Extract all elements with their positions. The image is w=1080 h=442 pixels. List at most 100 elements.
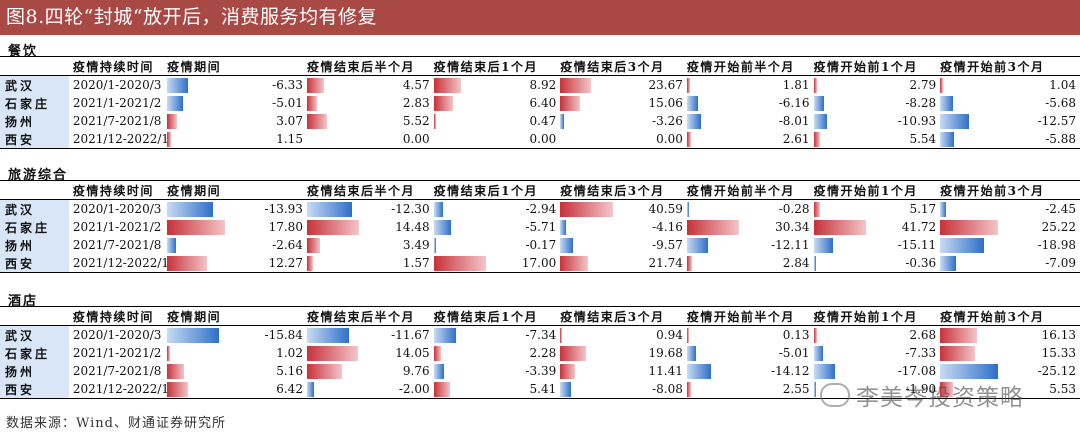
table-row: 扬州 2021/7-2021/8 3.07 5.52 0.47 -3.26 -8.01 -10… xyxy=(0,112,1080,130)
value-number: -1.90 xyxy=(905,382,937,396)
value-cell: 2.84 xyxy=(686,254,814,273)
value-number: -2.45 xyxy=(1045,202,1076,216)
section-title: 酒店 xyxy=(8,294,39,309)
value-number: -9.57 xyxy=(652,238,683,252)
value-cell: -3.39 xyxy=(433,362,561,380)
data-bar xyxy=(167,364,184,379)
table-row: 石家庄 2021/1-2021/2 17.80 14.48 -5.71 -4.16 30.3… xyxy=(0,218,1080,236)
value-cell: 4.57 xyxy=(306,76,434,95)
value-cell: 2.83 xyxy=(306,94,434,112)
data-bar xyxy=(560,346,586,361)
value-number: -8.01 xyxy=(778,114,810,128)
column-header: 疫情期间 xyxy=(167,306,307,326)
column-header: 疫情开始前1个月 xyxy=(813,56,941,76)
data-bar xyxy=(167,382,189,397)
data-bar xyxy=(940,328,978,343)
data-bar xyxy=(433,202,443,217)
value-number: -7.33 xyxy=(905,346,937,360)
value-cell: -6.16 xyxy=(686,94,814,112)
data-bar xyxy=(813,132,821,147)
data-bar xyxy=(433,114,436,129)
period-cell: 2021/1-2021/2 xyxy=(72,96,162,110)
value-cell: 41.72 xyxy=(813,218,941,236)
data-bar xyxy=(686,328,689,343)
value-number: -5.71 xyxy=(525,220,557,234)
column-header: 疫情结束后3个月 xyxy=(560,56,687,76)
city-cell: 武汉 xyxy=(0,325,69,344)
value-cell: 8.92 xyxy=(433,76,561,95)
data-bar xyxy=(686,256,692,271)
data-bar xyxy=(813,328,817,343)
value-cell: -12.30 xyxy=(306,200,434,219)
data-bar xyxy=(813,96,824,111)
value-number: 1.57 xyxy=(402,256,430,270)
column-header: 疫情结束后1个月 xyxy=(433,180,561,200)
value-number: -13.93 xyxy=(264,202,303,216)
value-number: -2.94 xyxy=(525,202,557,216)
column-header: 疫情开始前1个月 xyxy=(813,306,941,326)
value-cell: 0.13 xyxy=(686,326,814,345)
value-number: -3.26 xyxy=(652,114,683,128)
value-number: -8.28 xyxy=(905,96,937,110)
value-cell: 1.15 xyxy=(167,130,307,149)
data-bar xyxy=(167,78,188,93)
value-number: 6.40 xyxy=(529,96,557,110)
value-cell: -12.11 xyxy=(686,236,814,254)
data-bar xyxy=(940,78,943,93)
table-row: 武汉 2020/1-2020/3 -13.93 -12.30 -2.94 40.59 -0.… xyxy=(0,199,1080,219)
value-cell: 17.00 xyxy=(433,254,561,273)
column-header: 疫情结束后3个月 xyxy=(560,306,687,326)
data-bar xyxy=(560,238,573,253)
table-row: 西安 2021/12-2022/1 12.27 1.57 17.00 21.74 2.84 -… xyxy=(0,254,1080,273)
value-number: -11.67 xyxy=(391,328,430,342)
data-bar xyxy=(940,220,999,235)
section-title: 餐饮 xyxy=(8,44,39,59)
value-cell: 2.55 xyxy=(686,380,814,399)
data-bar xyxy=(686,382,692,397)
data-bar xyxy=(306,202,352,217)
value-cell: -6.33 xyxy=(167,76,307,95)
data-bar xyxy=(940,238,984,253)
data-bar xyxy=(686,220,740,235)
value-number: 5.52 xyxy=(402,114,430,128)
value-number: 5.53 xyxy=(1049,382,1076,396)
column-header: 疫情结束后半个月 xyxy=(306,56,434,76)
data-bar xyxy=(686,114,701,129)
value-number: 17.00 xyxy=(521,256,557,270)
value-number: 2.83 xyxy=(402,96,430,110)
value-number: -0.17 xyxy=(525,238,557,252)
data-bar xyxy=(560,78,591,93)
value-cell: 0.00 xyxy=(560,130,687,149)
data-bar xyxy=(306,220,360,235)
data-bar xyxy=(560,96,580,111)
data-bar xyxy=(306,96,318,111)
data-bar xyxy=(433,238,436,253)
value-number: 21.74 xyxy=(648,256,683,270)
data-bar xyxy=(813,346,823,361)
city-cell: 石家庄 xyxy=(0,218,69,236)
data-bar xyxy=(306,256,313,271)
data-bar xyxy=(560,364,575,379)
value-number: 14.48 xyxy=(395,220,430,234)
value-number: 0.00 xyxy=(402,132,430,146)
value-number: 0.00 xyxy=(529,132,557,146)
data-bar xyxy=(686,202,689,217)
value-cell: -7.33 xyxy=(813,344,941,362)
value-cell: 17.80 xyxy=(167,218,307,236)
value-number: -7.34 xyxy=(525,328,557,342)
value-cell: 2.79 xyxy=(813,76,941,95)
value-number: 1.04 xyxy=(1049,78,1076,92)
data-bar xyxy=(306,78,324,93)
value-number: 19.68 xyxy=(648,346,683,360)
value-number: -12.11 xyxy=(771,238,810,252)
table-row: 石家庄 2021/1-2021/2 -5.01 2.83 6.40 15.06 -6.16 -… xyxy=(0,94,1080,112)
watermark-text: 李美岑投资策略 xyxy=(856,385,1024,411)
value-cell: -2.94 xyxy=(433,200,561,219)
value-cell: -14.12 xyxy=(686,362,814,380)
value-number: -0.36 xyxy=(905,256,937,270)
data-table: 疫情持续时间 疫情期间 疫情结束后半个月 疫情结束后1个月 疫情结束后3个月 疫情开始前半… xyxy=(0,180,1080,273)
data-bar xyxy=(167,114,178,129)
value-number: 41.72 xyxy=(901,220,937,234)
data-bar xyxy=(940,114,970,129)
value-cell: 5.41 xyxy=(433,380,561,399)
